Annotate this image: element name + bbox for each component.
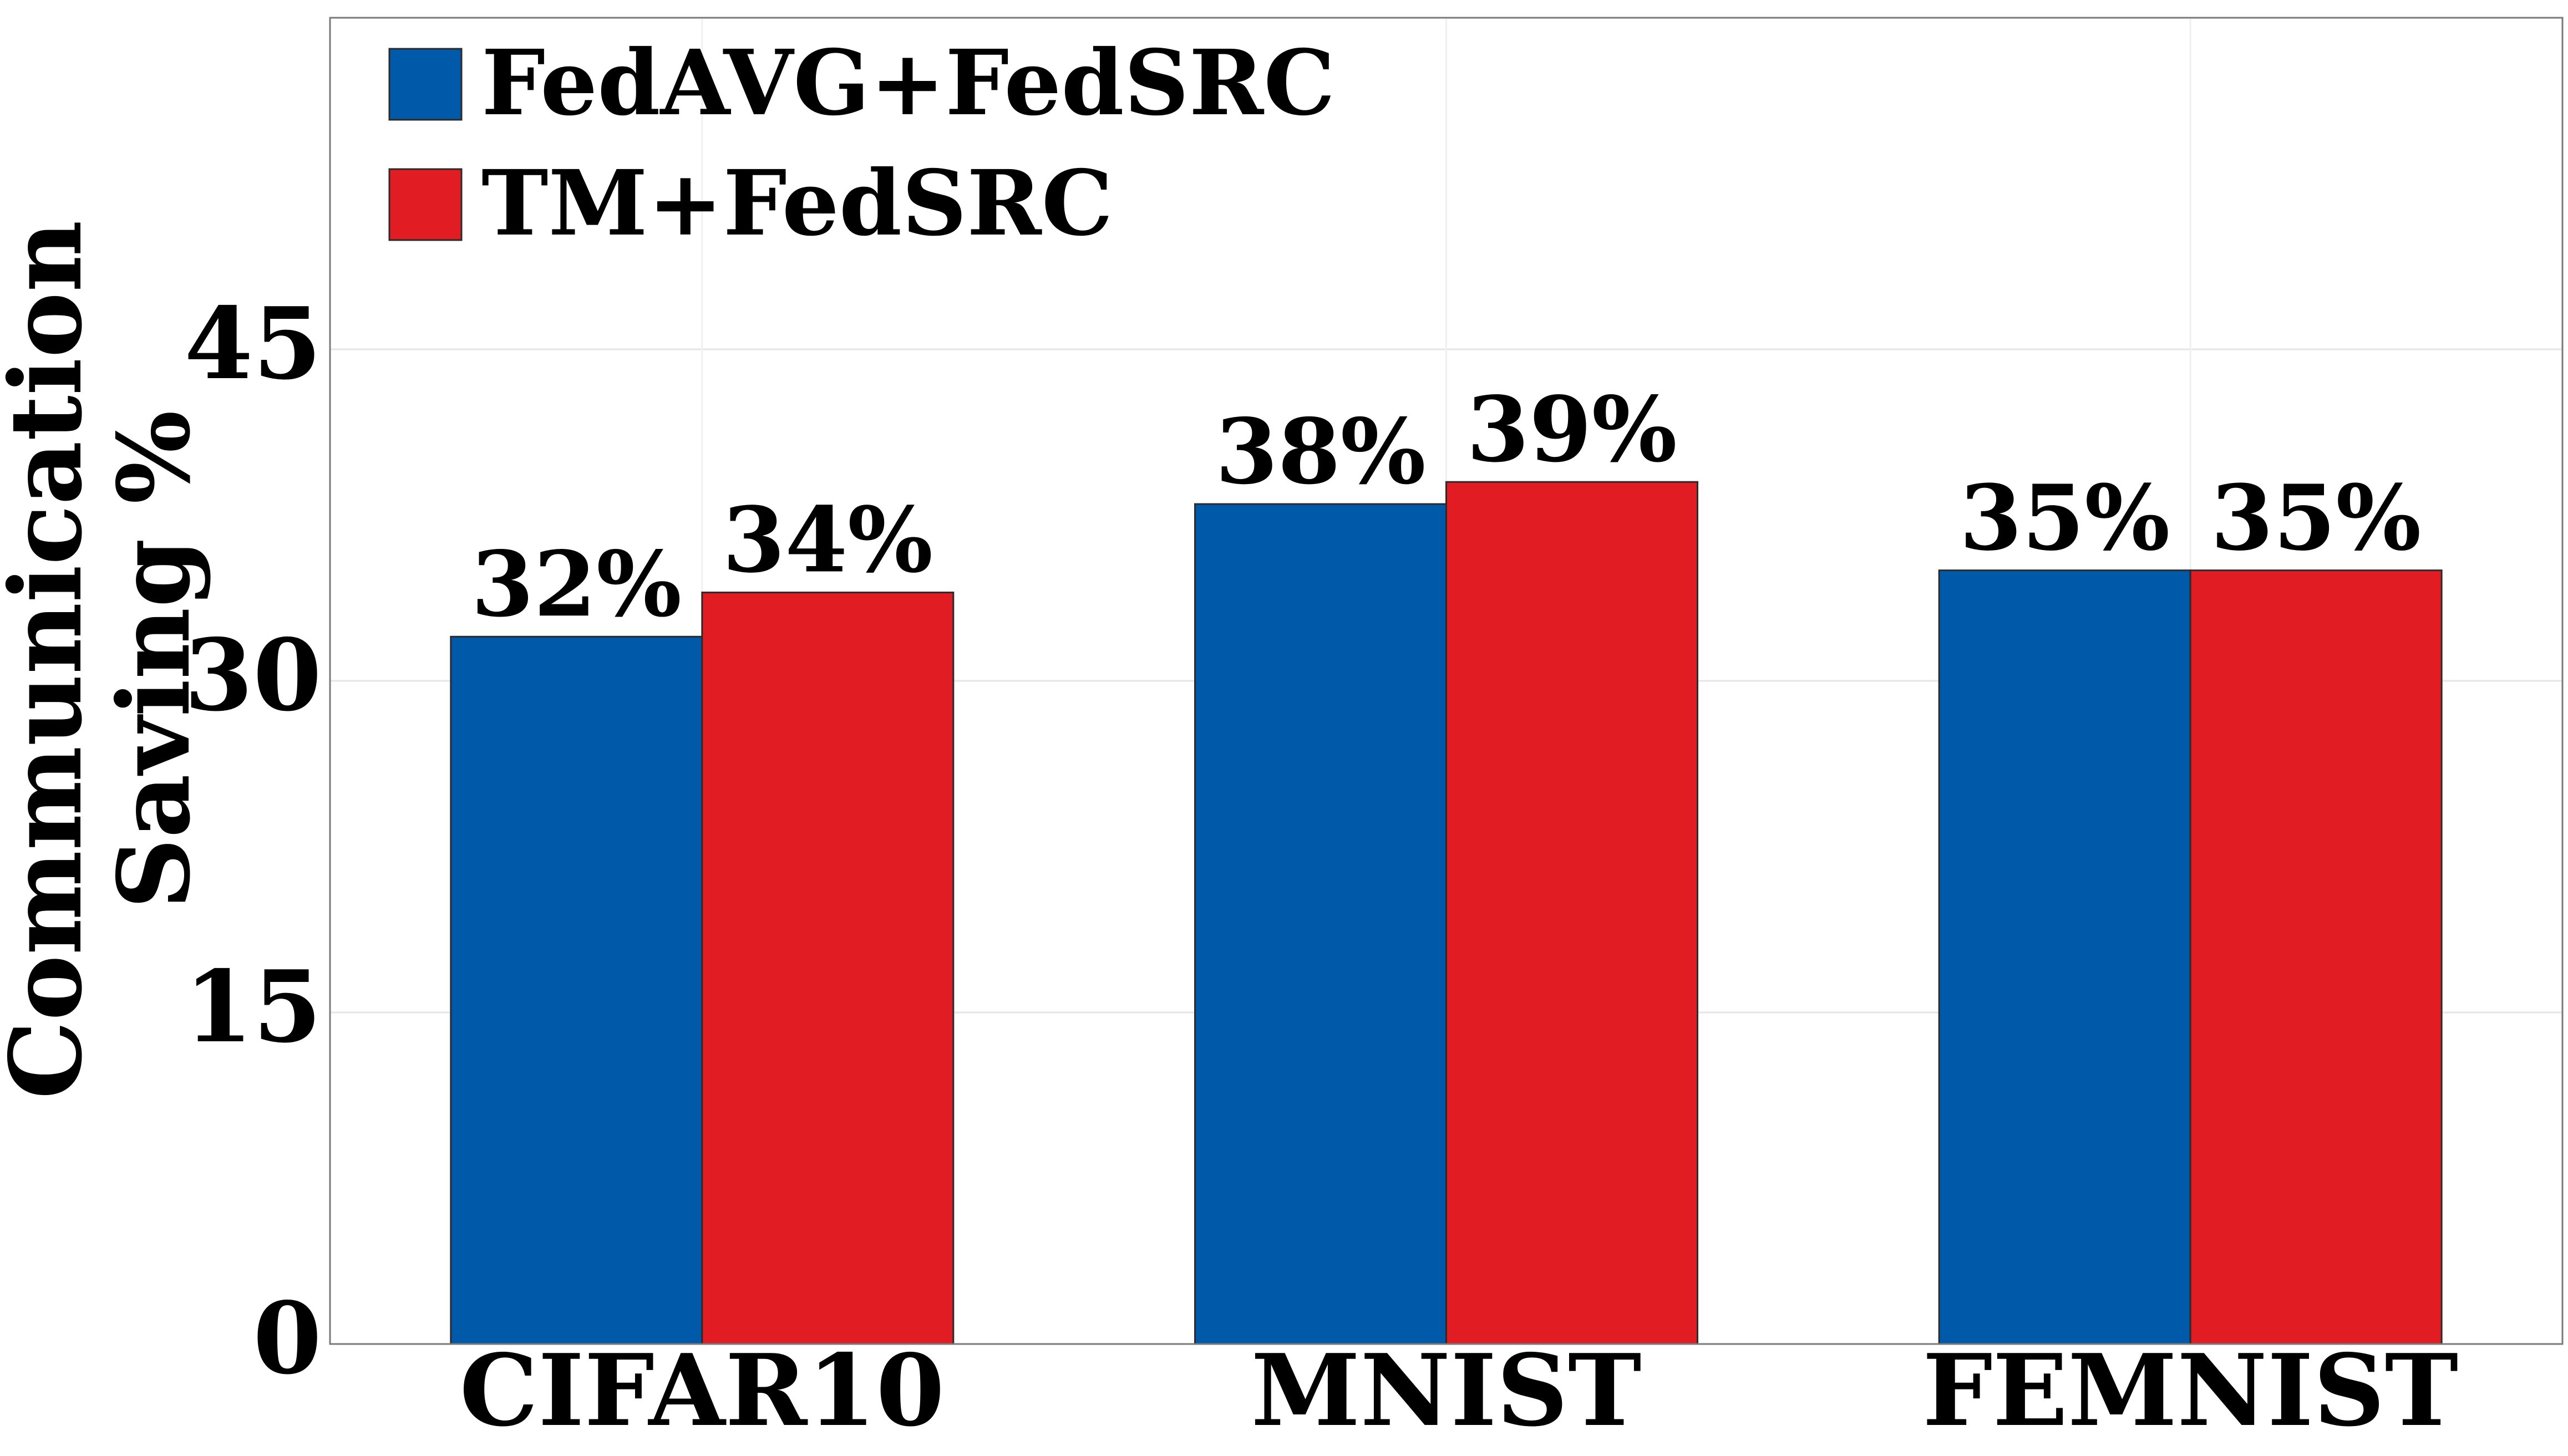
y-tick-label-30: 30	[184, 617, 322, 733]
bar-mnist-series-0	[1194, 503, 1447, 1345]
data-labels: 32% 34% 38% 39% 35% 35%	[471, 377, 2422, 637]
bar-cifar10-series-1	[701, 592, 955, 1345]
y-axis-label-line-1: Communication	[0, 220, 104, 1099]
bar-cifar10-series-0	[450, 635, 703, 1345]
data-label-cifar10-series-0: 32%	[471, 532, 682, 637]
plot-frame	[329, 17, 2564, 1345]
data-label-femnist-series-0: 35%	[1960, 466, 2170, 571]
x-tick-label-femnist: FEMNIST	[1922, 1332, 2458, 1448]
y-ticks: 0 15 30 45	[184, 286, 322, 1396]
x-tick-label-cifar10: CIFAR10	[460, 1332, 945, 1448]
legend-label-1: TM+FedSRC	[481, 151, 1113, 256]
data-label-femnist-series-1: 35%	[2211, 466, 2421, 571]
legend-swatch-1	[388, 168, 463, 241]
x-tick-label-mnist: MNIST	[1251, 1332, 1641, 1448]
bars	[450, 481, 2443, 1345]
y-axis-label-line-2: Saving %	[96, 410, 212, 909]
data-label-mnist-series-1: 39%	[1466, 377, 1677, 482]
y-tick-label-15: 15	[184, 949, 322, 1065]
legend-label-0: FedAVG+FedSRC	[481, 30, 1335, 136]
x-tick-labels: CIFAR10 MNIST FEMNIST	[460, 1332, 2459, 1448]
y-tick-label-45: 45	[184, 286, 322, 401]
data-label-cifar10-series-1: 34%	[723, 488, 933, 593]
bar-femnist-series-0	[1938, 569, 2191, 1345]
y-tick-label-0: 0	[253, 1280, 322, 1396]
data-label-mnist-series-0: 38%	[1215, 399, 1425, 505]
legend-swatch-0	[388, 48, 463, 121]
bar-femnist-series-1	[2189, 569, 2443, 1345]
bar-mnist-series-1	[1445, 481, 1698, 1345]
legend: FedAVG+FedSRC TM+FedSRC	[388, 30, 1335, 256]
